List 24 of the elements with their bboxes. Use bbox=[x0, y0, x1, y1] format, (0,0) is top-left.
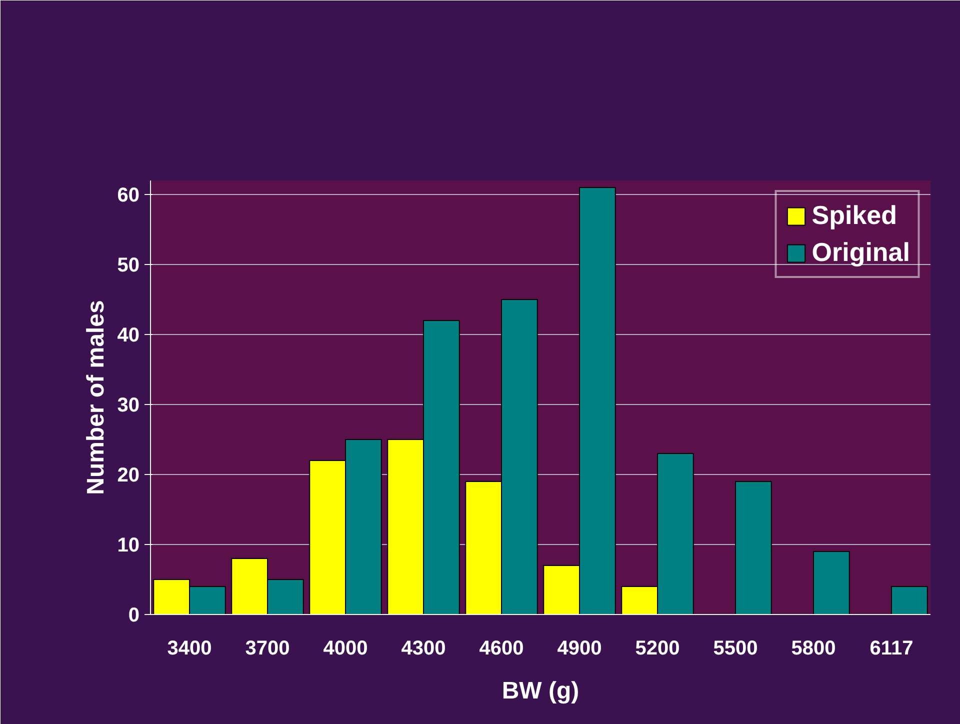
y-tick-label: 40 bbox=[117, 324, 140, 346]
x-tick-label: 4900 bbox=[557, 638, 602, 660]
x-tick-label: 5200 bbox=[635, 638, 680, 660]
y-tick-label: 20 bbox=[117, 464, 140, 486]
bar bbox=[891, 586, 928, 614]
x-tick-label: 3700 bbox=[245, 638, 290, 660]
x-axis-title: BW (g) bbox=[502, 678, 580, 704]
bar bbox=[735, 481, 772, 614]
y-tick-label: 30 bbox=[117, 394, 140, 416]
x-tick-label: 6117 bbox=[870, 638, 914, 660]
x-tick-label: 4300 bbox=[401, 638, 446, 660]
legend-label: Spiked bbox=[812, 200, 897, 231]
x-tick-label: 5500 bbox=[713, 638, 758, 660]
bar bbox=[813, 551, 850, 614]
y-tick-label: 10 bbox=[117, 534, 140, 556]
y-tick-label: 0 bbox=[128, 604, 140, 626]
x-tick-label: 5800 bbox=[791, 638, 836, 660]
y-axis-title: Number of males bbox=[82, 300, 110, 495]
y-tick-label: 50 bbox=[117, 254, 140, 276]
x-tick-label: 3400 bbox=[167, 638, 212, 660]
y-tick-label: 60 bbox=[117, 184, 140, 206]
x-tick-label: 4600 bbox=[479, 638, 524, 660]
legend-label: Original bbox=[812, 237, 910, 268]
x-tick-label: 4000 bbox=[323, 638, 368, 660]
